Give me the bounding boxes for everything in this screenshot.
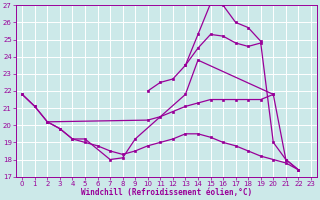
X-axis label: Windchill (Refroidissement éolien,°C): Windchill (Refroidissement éolien,°C) <box>81 188 252 197</box>
